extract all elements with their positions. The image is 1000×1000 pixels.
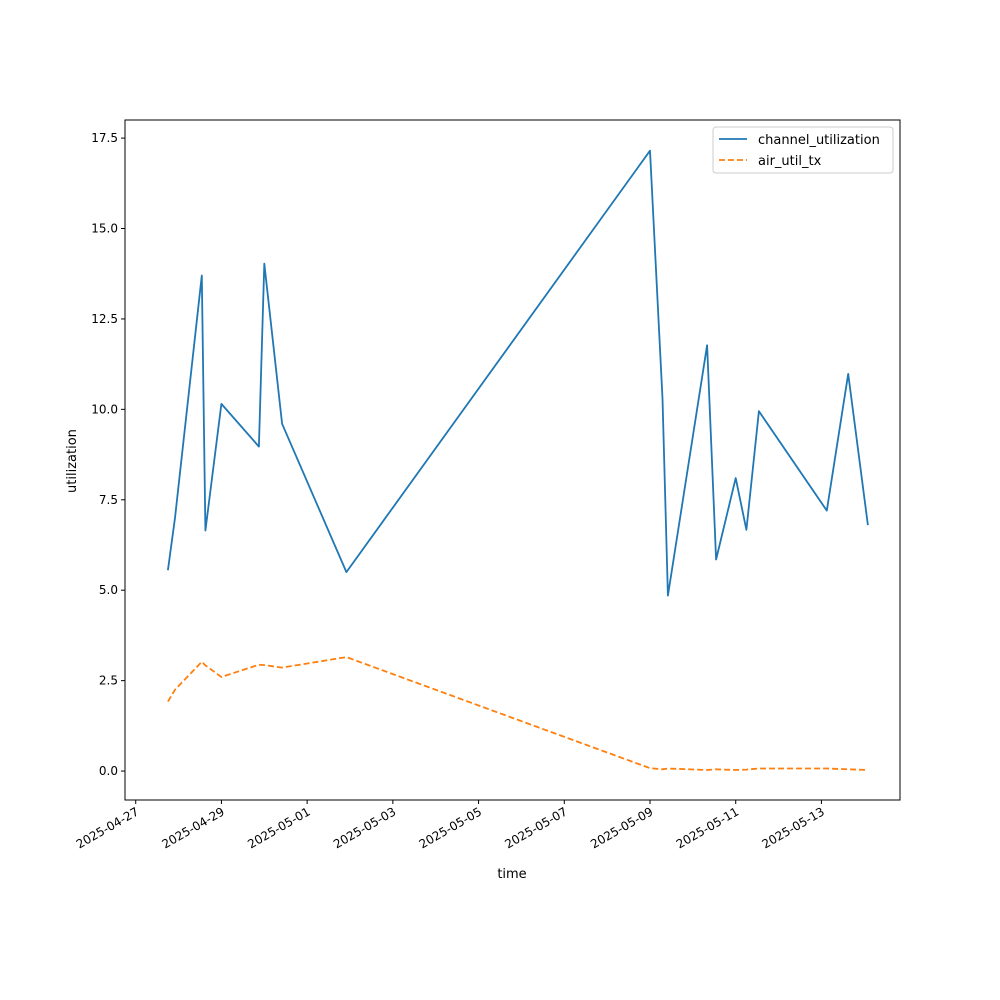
- y-tick-label: 17.5: [91, 131, 118, 145]
- y-tick-label: 5.0: [99, 583, 118, 597]
- series-layer: [167, 149, 869, 771]
- legend-label-channel_utilization: channel_utilization: [758, 133, 880, 148]
- y-tick-label: 7.5: [99, 493, 118, 507]
- plot-frame: [124, 119, 901, 801]
- legend: channel_utilization air_util_tx: [712, 126, 894, 174]
- y-axis: 0.0 2.5 5.0 7.5 10.0 12.5 15.0 17.5: [91, 131, 125, 778]
- x-axis-label: time: [497, 867, 526, 882]
- y-tick-label: 2.5: [99, 674, 118, 688]
- y-tick-label: 15.0: [91, 222, 118, 236]
- y-tick-label: 12.5: [91, 312, 118, 326]
- series-line-channel_utilization: [167, 149, 869, 597]
- legend-label-air_util_tx: air_util_tx: [758, 154, 822, 169]
- series-line-air_util_tx: [167, 656, 868, 771]
- legend-box: [712, 126, 894, 174]
- y-axis-label: utilization: [65, 429, 80, 493]
- y-tick-label: 0.0: [99, 764, 118, 778]
- y-tick-label: 10.0: [91, 402, 118, 416]
